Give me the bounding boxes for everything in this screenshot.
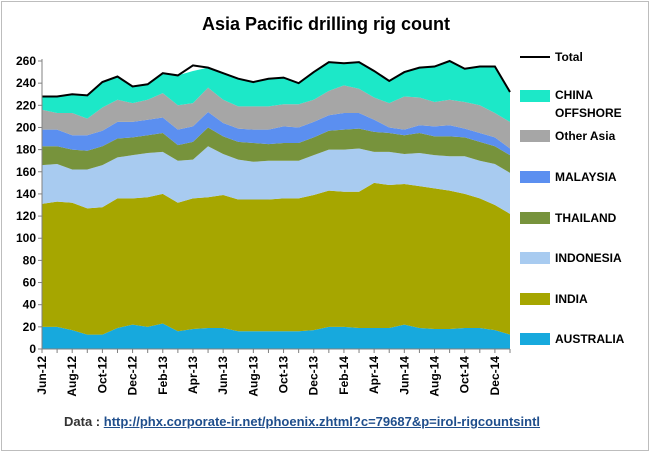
chart-title: Asia Pacific drilling rig count — [201, 14, 451, 34]
x-tick-label: Jun-13 — [216, 356, 230, 395]
legend-swatch-other-asia — [520, 130, 550, 142]
legend-swatch-australia — [520, 333, 550, 345]
x-tick-label: Apr-13 — [186, 356, 200, 394]
legend-swatch-malaysia — [520, 171, 550, 183]
axes-group: 0 20 40 60 80 100 120 140 160 180 200 220 240 260 Jun-… — [16, 54, 511, 397]
legend-label-indonesia: INDONESIA — [555, 251, 622, 265]
y-tick-label: 40 — [23, 298, 37, 312]
y-tick-label: 80 — [23, 253, 37, 267]
y-tick-label: 180 — [16, 143, 36, 157]
legend-label-other-asia: Other Asia — [555, 129, 616, 143]
y-tick-label: 240 — [16, 76, 36, 90]
legend-swatch-china-offshore — [520, 90, 550, 102]
legend-label-thailand: THAILAND — [555, 211, 617, 225]
x-tick-label: Apr-14 — [367, 356, 381, 394]
area-thailand — [42, 127, 510, 173]
legend-swatch-indonesia — [520, 252, 550, 264]
line-total — [42, 59, 511, 98]
x-tick-label: Aug-12 — [65, 356, 79, 397]
legend-label-total: Total — [555, 50, 583, 64]
area-india — [42, 182, 510, 335]
data-source: Data : http://phx.corporate-ir.net/phoen… — [64, 414, 540, 429]
y-tick-label: 20 — [23, 320, 37, 334]
area-series-group — [42, 59, 511, 349]
x-tick-label: Aug-14 — [428, 356, 442, 397]
y-tick-label: 60 — [23, 276, 37, 290]
y-tick-label: 220 — [16, 98, 36, 112]
x-tick-label: Dec-12 — [126, 356, 140, 396]
y-tick-label: 260 — [16, 54, 36, 68]
x-tick-label: Oct-12 — [95, 356, 109, 394]
legend-label-malaysia: MALAYSIA — [555, 170, 617, 184]
y-tick-label: 140 — [16, 187, 36, 201]
data-source-label: Data : — [64, 414, 101, 429]
x-tick-label: Jun-14 — [397, 356, 411, 395]
x-tick-label: Feb-14 — [337, 356, 351, 395]
x-tick-label: Feb-13 — [156, 356, 170, 395]
y-tick-label: 200 — [16, 120, 36, 134]
area-australia — [42, 323, 510, 349]
legend-swatch-india — [520, 293, 550, 305]
y-tick-label: 100 — [16, 231, 36, 245]
area-other-asia — [42, 85, 510, 149]
area-malaysia — [42, 111, 510, 156]
y-tick-label: 0 — [29, 342, 36, 356]
x-tick-label: Dec-14 — [488, 356, 502, 396]
area-indonesia — [42, 146, 510, 214]
legend-label-china-offshore: CHINA OFFSHORE — [555, 88, 622, 120]
x-tick-label: Oct-13 — [277, 356, 291, 394]
y-tick-label: 160 — [16, 165, 36, 179]
legend-swatch-thailand — [520, 212, 550, 224]
data-source-link[interactable]: http://phx.corporate-ir.net/phoenix.zhtm… — [103, 414, 541, 429]
x-tick-label: Dec-13 — [307, 356, 321, 396]
x-tick-label: Aug-13 — [246, 356, 260, 397]
legend: Total AUSTRALIA INDIA INDONESIA THAILAND MALA… — [520, 50, 625, 346]
y-tick-label: 120 — [16, 209, 36, 223]
x-tick-label: Jun-12 — [35, 356, 49, 395]
x-tick-label: Oct-14 — [458, 356, 472, 394]
legend-label-india: INDIA — [555, 292, 588, 306]
legend-label-australia: AUSTRALIA — [555, 332, 625, 346]
